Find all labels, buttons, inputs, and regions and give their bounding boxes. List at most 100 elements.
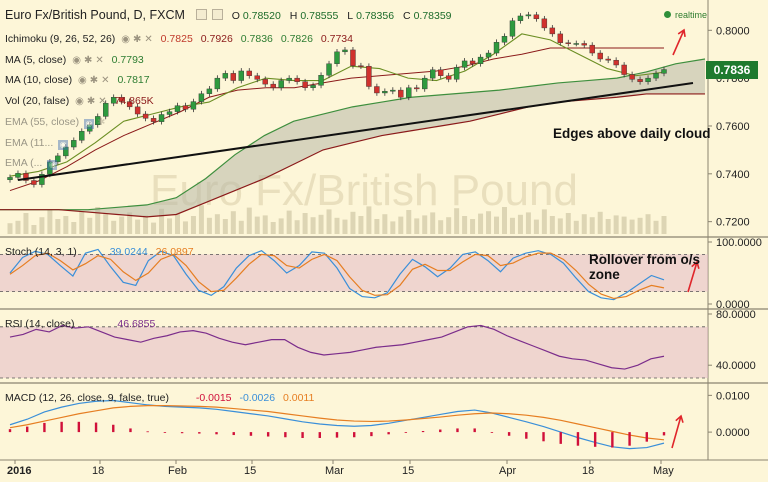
time-axis-label: 15: [244, 465, 256, 477]
macd-histogram-bar: [129, 428, 132, 433]
open-value: 0.78520: [242, 10, 281, 22]
volume-bar: [478, 213, 484, 234]
ema11-label: EMA (11...: [5, 137, 54, 149]
price-axis-label: 0.7400: [716, 169, 750, 181]
volume-bar: [462, 216, 468, 234]
legend-vol[interactable]: Vol (20, false) ◉ ✱ ✕ 74.865K: [5, 95, 154, 107]
volume-bar: [246, 207, 252, 234]
gear-icon[interactable]: ✱: [97, 117, 106, 128]
volume-bar: [589, 217, 595, 234]
candle-body: [206, 88, 213, 94]
candle-body: [278, 80, 284, 88]
ichimoku-val-2: 0.7926: [200, 33, 233, 45]
high-value: 0.78555: [300, 10, 339, 22]
candle-body: [262, 79, 268, 85]
candle-body: [95, 116, 101, 125]
eye-icon[interactable]: ◉: [72, 55, 81, 66]
ichimoku-val-1: 0.7825: [160, 33, 193, 45]
volume-bar: [342, 219, 348, 234]
ma5-value: 0.7793: [111, 54, 144, 66]
macd-histogram-bar: [215, 432, 218, 435]
ichimoku-val-5: 0.7734: [320, 33, 353, 45]
legend-ema11[interactable]: EMA (11... ◉: [5, 137, 69, 150]
candle-body: [406, 87, 412, 98]
volume-bar: [374, 219, 380, 234]
rsi-axis-label: 40.0000: [716, 360, 756, 372]
eye-icon[interactable]: ◉: [78, 75, 87, 86]
candle-body: [461, 60, 468, 68]
legend-ema55[interactable]: EMA (55, close) ◉ ✱: [5, 116, 105, 129]
volume-bar: [501, 207, 507, 234]
macd-histogram-bar: [662, 432, 666, 436]
candle-body: [142, 113, 149, 119]
eye-icon[interactable]: ◉: [121, 34, 130, 45]
candle-body: [382, 91, 388, 94]
volume-bar: [565, 213, 571, 234]
candle-body: [533, 14, 540, 20]
gear-icon[interactable]: ✱: [86, 96, 96, 107]
candle-body: [214, 77, 221, 90]
legend-rsi[interactable]: RSI (14, close) 46.6855: [5, 318, 155, 330]
chart-title: Euro Fx/British Pound, D, FXCM: [5, 8, 185, 22]
candle-body: [613, 60, 619, 66]
volume-bar: [406, 210, 412, 234]
annotation-stoch-line2: zone: [589, 267, 620, 282]
candle-body: [621, 64, 627, 75]
legend-stoch[interactable]: Stoch (14, 3, 1) 39.0244 26.0897: [5, 246, 194, 258]
legend-ma10[interactable]: MA (10, close) ◉ ✱ ✕ 0.7817: [5, 74, 150, 86]
volume-bar: [557, 218, 563, 234]
candle-body: [198, 93, 205, 102]
volume-bar: [182, 221, 188, 234]
rsi-band: [0, 326, 708, 378]
volume-bar: [334, 217, 340, 234]
legend-ichimoku[interactable]: Ichimoku (9, 26, 52, 26) ◉ ✱ ✕ 0.7825 0.79…: [5, 33, 353, 45]
close-icon[interactable]: ✕: [95, 55, 104, 66]
visibility-toggle-icon[interactable]: ◉: [84, 119, 95, 129]
annotation-stoch-line1: Rollover from o/s: [589, 252, 701, 267]
visibility-toggle-icon[interactable]: ◉: [47, 160, 58, 170]
tenkan-line: [9, 33, 665, 177]
candle-body: [342, 49, 348, 53]
macd-histogram-bar: [198, 432, 201, 434]
volume-bar: [286, 210, 292, 234]
close-icon[interactable]: ✕: [101, 75, 110, 86]
macd-histogram-bar: [542, 432, 545, 442]
candle-body: [134, 106, 141, 115]
macd-axis-label: 0.0000: [716, 427, 750, 439]
macd-histogram-bar: [387, 432, 390, 435]
gear-icon[interactable]: ✱: [83, 55, 93, 66]
candle-body: [326, 63, 332, 76]
volume-bar: [111, 220, 117, 234]
header-settings-box[interactable]: [211, 9, 223, 20]
macd-histogram-bar: [60, 421, 63, 433]
realtime-label: realtime: [675, 10, 708, 20]
legend-ema-other[interactable]: EMA (... ◉: [5, 157, 58, 170]
macd-histogram-bar: [77, 421, 81, 433]
time-axis-label: 2016: [7, 465, 31, 477]
macd-histogram-bar: [490, 432, 494, 433]
volume-bar: [310, 217, 316, 234]
volume-bar: [198, 205, 204, 234]
candle-body: [573, 43, 579, 45]
gear-icon[interactable]: ✱: [132, 34, 142, 45]
macd-histogram-bar: [645, 432, 648, 442]
close-icon[interactable]: ✕: [144, 34, 153, 45]
legend-macd[interactable]: MACD (12, 26, close, 9, false, true) -0.…: [5, 392, 314, 404]
realtime-dot-icon: [664, 11, 671, 18]
visibility-toggle-icon[interactable]: ◉: [58, 140, 69, 150]
eye-icon[interactable]: ◉: [75, 96, 84, 107]
kijun-line: [9, 47, 664, 192]
price-axis-label: 0.8000: [716, 25, 750, 37]
volume-bar: [55, 219, 61, 234]
legend-ma5[interactable]: MA (5, close) ◉ ✱ ✕ 0.7793: [5, 54, 144, 66]
header-hide-box[interactable]: [195, 9, 207, 20]
gear-icon[interactable]: ✱: [89, 75, 99, 86]
candle-body: [517, 15, 524, 21]
rsi-line-rsi: [9, 324, 665, 370]
time-axis-label: Feb: [168, 465, 187, 477]
candle-body: [589, 44, 595, 54]
close-icon[interactable]: ✕: [98, 96, 107, 107]
candle-body: [222, 73, 229, 79]
candle-body: [469, 60, 476, 64]
price-axis-label: 0.7600: [716, 121, 750, 133]
